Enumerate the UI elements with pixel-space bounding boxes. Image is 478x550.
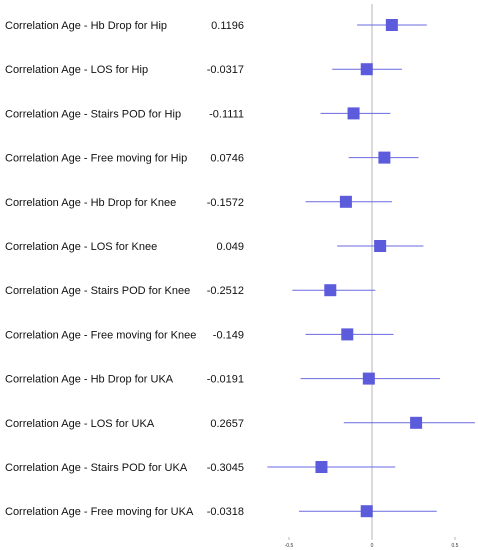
row-label: Correlation Age - Stairs POD for Hip — [5, 108, 181, 120]
forest-row: Correlation Age - Hb Drop for UKA -0.0191 — [5, 372, 441, 386]
forest-row: Correlation Age - Free moving for Hip 0.0… — [5, 151, 419, 165]
forest-row: Correlation Age - LOS for UKA 0.2657 — [5, 416, 475, 430]
point-estimate-marker — [341, 328, 354, 341]
row-label: Correlation Age - Hb Drop for UKA — [5, 374, 174, 386]
x-tick-label: 0 — [371, 543, 374, 549]
row-value: -0.1111 — [209, 108, 244, 120]
forest-row: Correlation Age - Stairs POD for Knee -0.… — [5, 284, 376, 297]
row-value: 0.0746 — [210, 153, 244, 165]
row-value: -0.3045 — [207, 462, 244, 474]
row-label: Correlation Age - Hb Drop for Hip — [5, 20, 167, 32]
row-value: -0.149 — [213, 329, 244, 341]
row-label: Correlation Age - LOS for UKA — [5, 418, 155, 430]
x-tick-label: -0.5 — [285, 543, 294, 549]
point-estimate-marker — [378, 151, 391, 164]
row-value: -0.0317 — [207, 64, 244, 76]
point-estimate-marker — [315, 461, 328, 473]
row-value: -0.1572 — [207, 197, 244, 209]
point-estimate-marker — [385, 19, 398, 31]
row-value: 0.1196 — [211, 20, 244, 32]
forest-row: Correlation Age - Stairs POD for UKA -0.3… — [5, 461, 396, 474]
forest-row: Correlation Age - LOS for Hip -0.0317 — [5, 63, 402, 76]
row-label: Correlation Age - Hb Drop for Knee — [5, 197, 176, 209]
x-axis: -0.5 0 0.5 — [285, 537, 459, 549]
row-label: Correlation Age - Free moving for Knee — [5, 329, 196, 341]
row-value: -0.0318 — [207, 506, 244, 518]
x-tick-label: 0.5 — [452, 543, 459, 549]
point-estimate-marker — [360, 63, 373, 76]
row-label: Correlation Age - LOS for Knee — [5, 241, 157, 253]
row-label: Correlation Age - LOS for Hip — [5, 64, 148, 76]
forest-row: Correlation Age - Free moving for Knee -0… — [5, 328, 394, 341]
row-label: Correlation Age - Free moving for Hip — [5, 153, 187, 165]
row-label: Correlation Age - Stairs POD for UKA — [5, 462, 188, 474]
forest-row: Correlation Age - Hb Drop for Hip 0.1196 — [5, 19, 427, 32]
forest-row: Correlation Age - Free moving for UKA -0.… — [5, 505, 437, 518]
point-estimate-marker — [374, 240, 387, 252]
point-estimate-marker — [362, 372, 375, 385]
forest-row: Correlation Age - LOS for Knee 0.049 — [5, 240, 424, 253]
point-estimate-marker — [347, 107, 360, 120]
row-label: Correlation Age - Stairs POD for Knee — [5, 285, 190, 297]
row-value: -0.0191 — [207, 374, 244, 386]
forest-row: Correlation Age - Hb Drop for Knee -0.157… — [5, 195, 392, 209]
point-estimate-marker — [324, 284, 337, 297]
point-estimate-marker — [360, 505, 373, 518]
row-label: Correlation Age - Free moving for UKA — [5, 506, 194, 518]
row-value: -0.2512 — [207, 285, 244, 297]
row-value: 0.2657 — [210, 418, 244, 430]
forest-row: Correlation Age - Stairs POD for Hip -0.1… — [5, 107, 391, 120]
point-estimate-marker — [339, 195, 352, 208]
rows-layer: Correlation Age - Hb Drop for Hip 0.1196C… — [5, 19, 475, 518]
row-value: 0.049 — [216, 241, 244, 253]
point-estimate-marker — [410, 416, 423, 429]
